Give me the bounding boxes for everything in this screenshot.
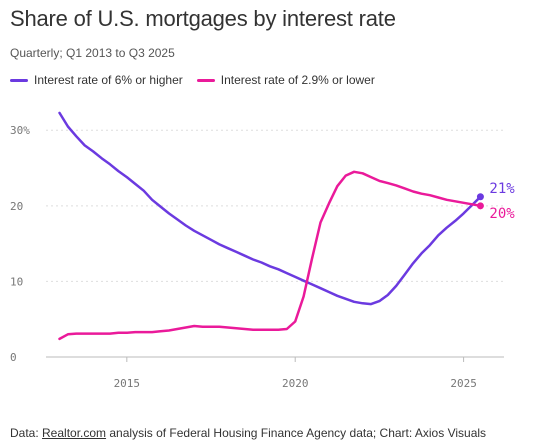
legend-item-low-rate: Interest rate of 2.9% or lower <box>196 73 375 87</box>
legend-item-high-rate: Interest rate of 6% or higher <box>10 73 183 87</box>
chart-subtitle: Quarterly; Q1 2013 to Q3 2025 <box>10 46 175 60</box>
legend-swatch-high-rate <box>10 78 28 82</box>
x-tick-label-2020: 2020 <box>282 377 309 390</box>
series-end-point-0 <box>476 193 484 201</box>
source-prefix: Data: <box>10 426 43 440</box>
legend-label-high-rate: Interest rate of 6% or higher <box>34 73 183 87</box>
y-tick-label-0: 0 <box>10 351 17 364</box>
source-note: Data: Realtor.com analysis of Federal Ho… <box>10 426 486 440</box>
series-end-point-1 <box>476 202 484 210</box>
series-end-label-1: 20% <box>489 206 515 222</box>
x-tick-label-2025: 2025 <box>450 377 477 390</box>
series-line-1 <box>58 170 482 341</box>
chart-title: Share of U.S. mortgages by interest rate <box>10 6 396 31</box>
y-tick-label-30: 30% <box>10 124 30 137</box>
legend-label-low-rate: Interest rate of 2.9% or lower <box>220 73 375 87</box>
series-end-label-0: 21% <box>489 181 515 197</box>
legend: Interest rate of 6% or higher Interest r… <box>10 73 375 87</box>
legend-swatch-low-rate <box>196 78 215 82</box>
source-link[interactable]: Realtor.com <box>42 426 107 440</box>
y-tick-label-10: 10 <box>10 275 23 288</box>
series-line-0 <box>58 111 482 306</box>
y-tick-label-20: 20 <box>10 200 23 213</box>
source-suffix: analysis of Federal Housing Finance Agen… <box>106 426 487 440</box>
x-tick-label-2015: 2015 <box>114 377 141 390</box>
